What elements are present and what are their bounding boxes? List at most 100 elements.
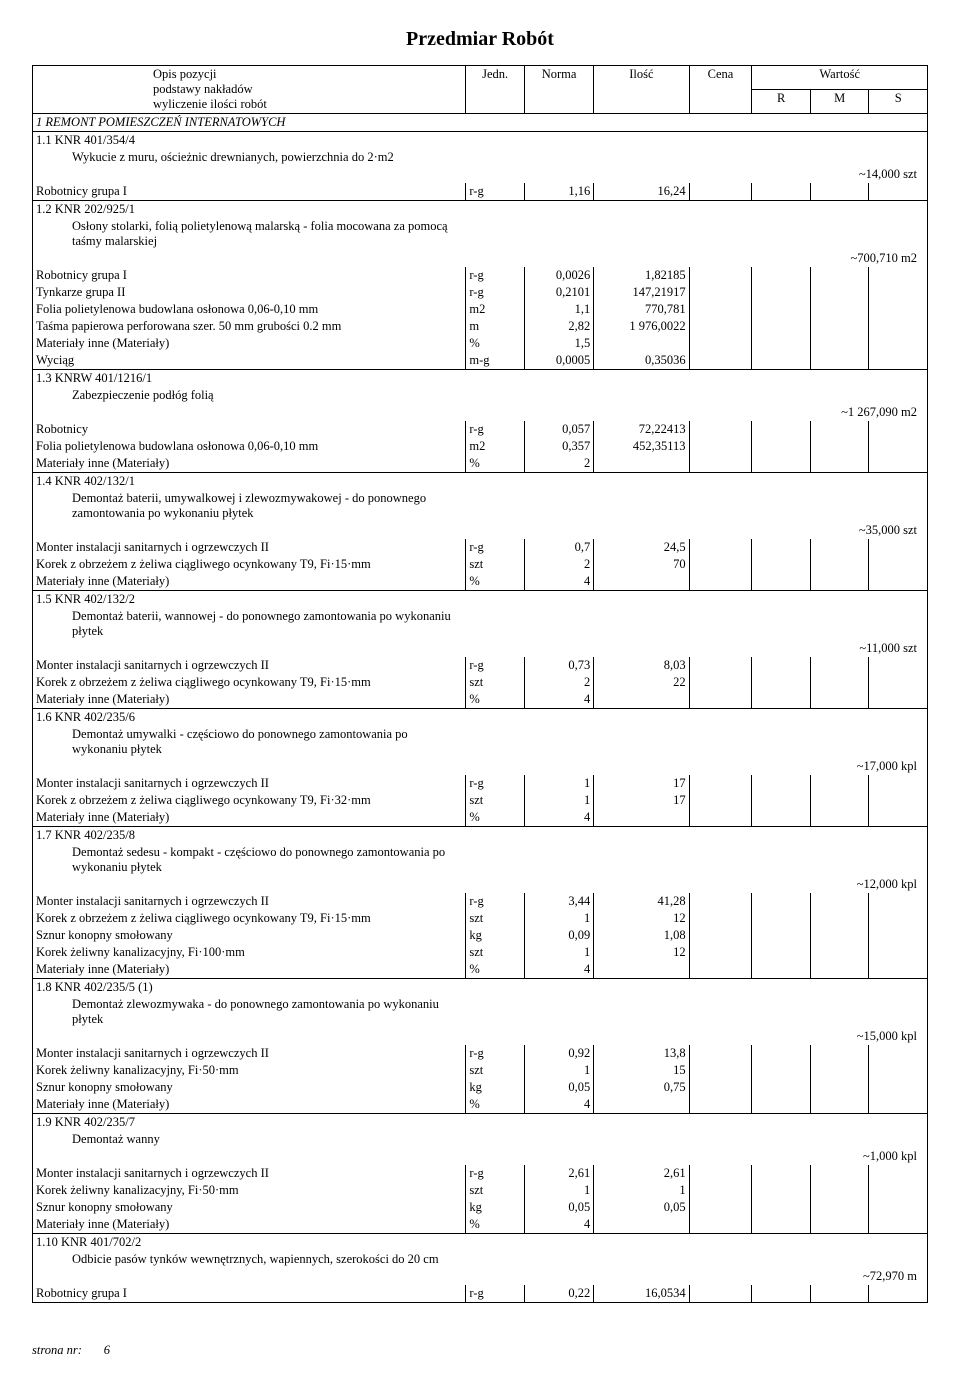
row-name: Korek żeliwny kanalizacyjny, Fi·100·mm — [33, 944, 466, 961]
row-ilosc: 1,82185 — [594, 267, 689, 284]
row-jedn: % — [466, 1096, 525, 1114]
row-jedn: kg — [466, 927, 525, 944]
position-text: Demontaż umywalki - częściowo do ponowne… — [33, 726, 466, 758]
page-title: Przedmiar Robót — [32, 28, 928, 51]
row-jedn: m2 — [466, 301, 525, 318]
position-code: 1.10 KNR 401/702/2 — [33, 1234, 466, 1252]
row-name: Materiały inne (Materiały) — [33, 335, 466, 352]
row-ilosc: 15 — [594, 1062, 689, 1079]
row-norma: 2 — [524, 674, 593, 691]
row-ilosc: 12 — [594, 944, 689, 961]
hdr-s: S — [869, 90, 928, 114]
row-jedn: m-g — [466, 352, 525, 370]
position-text: Wykucie z muru, ościeżnic drewnianych, p… — [33, 149, 466, 166]
row-ilosc: 770,781 — [594, 301, 689, 318]
row-norma: 0,05 — [524, 1199, 593, 1216]
row-norma: 2 — [524, 455, 593, 473]
row-norma: 2,61 — [524, 1165, 593, 1182]
row-jedn: % — [466, 335, 525, 352]
hdr-cena: Cena — [689, 66, 752, 114]
row-name: Tynkarze grupa II — [33, 284, 466, 301]
row-name: Materiały inne (Materiały) — [33, 809, 466, 827]
position-code: 1.5 KNR 402/132/2 — [33, 591, 466, 609]
row-jedn: % — [466, 691, 525, 709]
position-qty: ~700,710 m2 — [752, 250, 928, 267]
row-jedn: m — [466, 318, 525, 335]
row-norma: 4 — [524, 1216, 593, 1234]
row-ilosc: 1,08 — [594, 927, 689, 944]
section-title: 1 REMONT POMIESZCZEŃ INTERNATOWYCH — [33, 114, 466, 132]
row-jedn: r-g — [466, 183, 525, 201]
hdr-desc-l3: wyliczenie ilości robót — [153, 97, 267, 111]
position-text: Demontaż baterii, wannowej - do ponowneg… — [33, 608, 466, 640]
row-name: Folia polietylenowa budowlana osłonowa 0… — [33, 438, 466, 455]
row-ilosc: 0,75 — [594, 1079, 689, 1096]
row-norma: 1 — [524, 1182, 593, 1199]
row-name: Materiały inne (Materiały) — [33, 455, 466, 473]
position-code: 1.8 KNR 402/235/5 (1) — [33, 979, 466, 997]
row-norma: 0,057 — [524, 421, 593, 438]
row-name: Korek z obrzeżem z żeliwa ciągliwego ocy… — [33, 556, 466, 573]
row-ilosc — [594, 455, 689, 473]
row-norma: 4 — [524, 961, 593, 979]
row-name: Korek żeliwny kanalizacyjny, Fi·50·mm — [33, 1062, 466, 1079]
row-jedn: kg — [466, 1079, 525, 1096]
row-ilosc: 452,35113 — [594, 438, 689, 455]
position-code: 1.9 KNR 402/235/7 — [33, 1114, 466, 1132]
row-jedn: r-g — [466, 1285, 525, 1303]
row-name: Korek z obrzeżem z żeliwa ciągliwego ocy… — [33, 674, 466, 691]
position-text: Demontaż baterii, umywalkowej i zlewozmy… — [33, 490, 466, 522]
row-jedn: szt — [466, 910, 525, 927]
row-name: Monter instalacji sanitarnych i ogrzewcz… — [33, 1165, 466, 1182]
row-ilosc — [594, 335, 689, 352]
row-name: Monter instalacji sanitarnych i ogrzewcz… — [33, 539, 466, 556]
row-jedn: r-g — [466, 657, 525, 674]
hdr-desc-l2: podstawy nakładów — [153, 82, 253, 96]
row-jedn: % — [466, 809, 525, 827]
position-text: Osłony stolarki, folią polietylenową mal… — [33, 218, 466, 250]
row-ilosc — [594, 573, 689, 591]
row-norma: 4 — [524, 809, 593, 827]
row-ilosc: 41,28 — [594, 893, 689, 910]
row-name: Materiały inne (Materiały) — [33, 1216, 466, 1234]
row-ilosc: 17 — [594, 775, 689, 792]
row-ilosc: 0,35036 — [594, 352, 689, 370]
row-ilosc: 16,24 — [594, 183, 689, 201]
row-jedn: szt — [466, 1182, 525, 1199]
row-name: Materiały inne (Materiały) — [33, 1096, 466, 1114]
row-name: Monter instalacji sanitarnych i ogrzewcz… — [33, 1045, 466, 1062]
position-qty: ~1,000 kpl — [752, 1148, 928, 1165]
row-jedn: r-g — [466, 775, 525, 792]
row-name: Materiały inne (Materiały) — [33, 961, 466, 979]
row-norma: 1 — [524, 792, 593, 809]
row-jedn: szt — [466, 1062, 525, 1079]
row-name: Korek z obrzeżem z żeliwa ciągliwego ocy… — [33, 792, 466, 809]
row-ilosc: 24,5 — [594, 539, 689, 556]
position-qty: ~17,000 kpl — [752, 758, 928, 775]
row-norma: 0,0005 — [524, 352, 593, 370]
row-name: Robotnicy grupa I — [33, 183, 466, 201]
footer-label: strona nr: — [32, 1343, 82, 1357]
position-qty: ~72,970 m — [752, 1268, 928, 1285]
row-norma: 1,5 — [524, 335, 593, 352]
position-text: Demontaż sedesu - kompakt - częściowo do… — [33, 844, 466, 876]
row-norma: 3,44 — [524, 893, 593, 910]
row-ilosc: 12 — [594, 910, 689, 927]
footer-page: 6 — [104, 1343, 110, 1357]
hdr-wartosc: Wartość — [752, 66, 928, 90]
position-qty: ~35,000 szt — [752, 522, 928, 539]
row-jedn: szt — [466, 944, 525, 961]
row-norma: 0,05 — [524, 1079, 593, 1096]
position-code: 1.3 KNRW 401/1216/1 — [33, 370, 466, 388]
row-norma: 2,82 — [524, 318, 593, 335]
row-name: Taśma papierowa perforowana szer. 50 mm … — [33, 318, 466, 335]
row-name: Monter instalacji sanitarnych i ogrzewcz… — [33, 775, 466, 792]
position-qty: ~14,000 szt — [752, 166, 928, 183]
position-qty: ~15,000 kpl — [752, 1028, 928, 1045]
row-name: Robotnicy grupa I — [33, 1285, 466, 1303]
position-qty: ~1 267,090 m2 — [752, 404, 928, 421]
row-name: Sznur konopny smołowany — [33, 927, 466, 944]
position-text: Demontaż zlewozmywaka - do ponownego zam… — [33, 996, 466, 1028]
hdr-norma: Norma — [524, 66, 593, 114]
position-code: 1.4 KNR 402/132/1 — [33, 473, 466, 491]
